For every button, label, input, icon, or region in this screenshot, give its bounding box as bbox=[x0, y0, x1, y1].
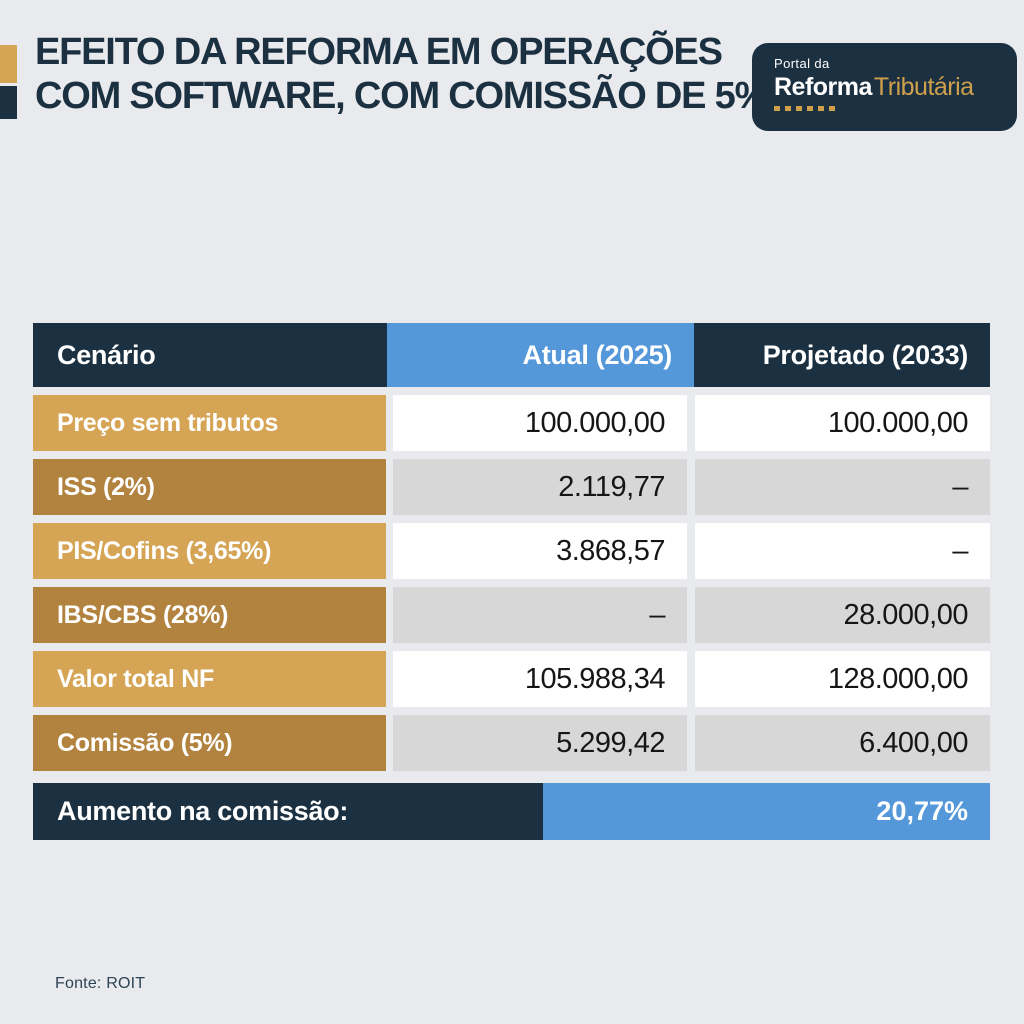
source-caption: Fonte: ROIT bbox=[55, 975, 146, 992]
column-header-atual-2025: Atual (2025) bbox=[387, 323, 694, 387]
table-row-valor-total-nf: Valor total NF 105.988,34 128.000,00 bbox=[33, 651, 990, 707]
row-atual-cell: 3.868,57 bbox=[393, 523, 687, 579]
row-label-cell: PIS/Cofins (3,65%) bbox=[33, 523, 386, 579]
row-atual-cell: – bbox=[393, 587, 687, 643]
accent-bar-navy bbox=[0, 86, 17, 119]
row-projetado-cell: 100.000,00 bbox=[695, 395, 990, 451]
row-projetado-cell: 28.000,00 bbox=[695, 587, 990, 643]
table-header-row: Cenário Atual (2025) Projetado (2033) bbox=[33, 323, 990, 387]
table-summary-row: Aumento na comissão: 20,77% bbox=[33, 783, 990, 840]
portal-reforma-tributaria-logo: Portal da ReformaTributária bbox=[752, 43, 1017, 131]
row-atual-cell: 2.119,77 bbox=[393, 459, 687, 515]
accent-bar-gold bbox=[0, 45, 17, 83]
row-label-cell: Preço sem tributos bbox=[33, 395, 386, 451]
page-title: EFEITO DA REFORMA EM OPERAÇÕES COM SOFTW… bbox=[35, 30, 768, 118]
row-label-cell: Comissão (5%) bbox=[33, 715, 386, 771]
column-header-cenario: Cenário bbox=[33, 323, 387, 387]
row-atual-cell: 100.000,00 bbox=[393, 395, 687, 451]
row-projetado-cell: 128.000,00 bbox=[695, 651, 990, 707]
logo-dotted-line-icon bbox=[774, 106, 838, 111]
row-projetado-cell: 6.400,00 bbox=[695, 715, 990, 771]
row-atual-cell: 5.299,42 bbox=[393, 715, 687, 771]
logo-reforma-text: Reforma bbox=[774, 73, 872, 101]
column-header-projetado-2033: Projetado (2033) bbox=[694, 323, 990, 387]
table-row-comissao: Comissão (5%) 5.299,42 6.400,00 bbox=[33, 715, 990, 771]
logo-tributaria-text: Tributária bbox=[873, 73, 974, 101]
table-row-iss: ISS (2%) 2.119,77 – bbox=[33, 459, 990, 515]
title-line-2: COM SOFTWARE, COM COMISSÃO DE 5% bbox=[35, 75, 768, 117]
comparison-table: Cenário Atual (2025) Projetado (2033) Pr… bbox=[33, 323, 990, 840]
row-label-cell: IBS/CBS (28%) bbox=[33, 587, 386, 643]
row-label-cell: ISS (2%) bbox=[33, 459, 386, 515]
row-projetado-cell: – bbox=[695, 459, 990, 515]
table-row-pis-cofins: PIS/Cofins (3,65%) 3.868,57 – bbox=[33, 523, 990, 579]
summary-label: Aumento na comissão: bbox=[33, 783, 543, 840]
summary-value: 20,77% bbox=[543, 783, 990, 840]
table-row-preco-sem-tributos: Preço sem tributos 100.000,00 100.000,00 bbox=[33, 395, 990, 451]
title-line-1: EFEITO DA REFORMA EM OPERAÇÕES bbox=[35, 31, 723, 73]
row-label-cell: Valor total NF bbox=[33, 651, 386, 707]
row-atual-cell: 105.988,34 bbox=[393, 651, 687, 707]
logo-portal-da-text: Portal da bbox=[774, 56, 830, 71]
row-projetado-cell: – bbox=[695, 523, 990, 579]
logo-brand-text: ReformaTributária bbox=[774, 73, 1017, 102]
table-row-ibs-cbs: IBS/CBS (28%) – 28.000,00 bbox=[33, 587, 990, 643]
